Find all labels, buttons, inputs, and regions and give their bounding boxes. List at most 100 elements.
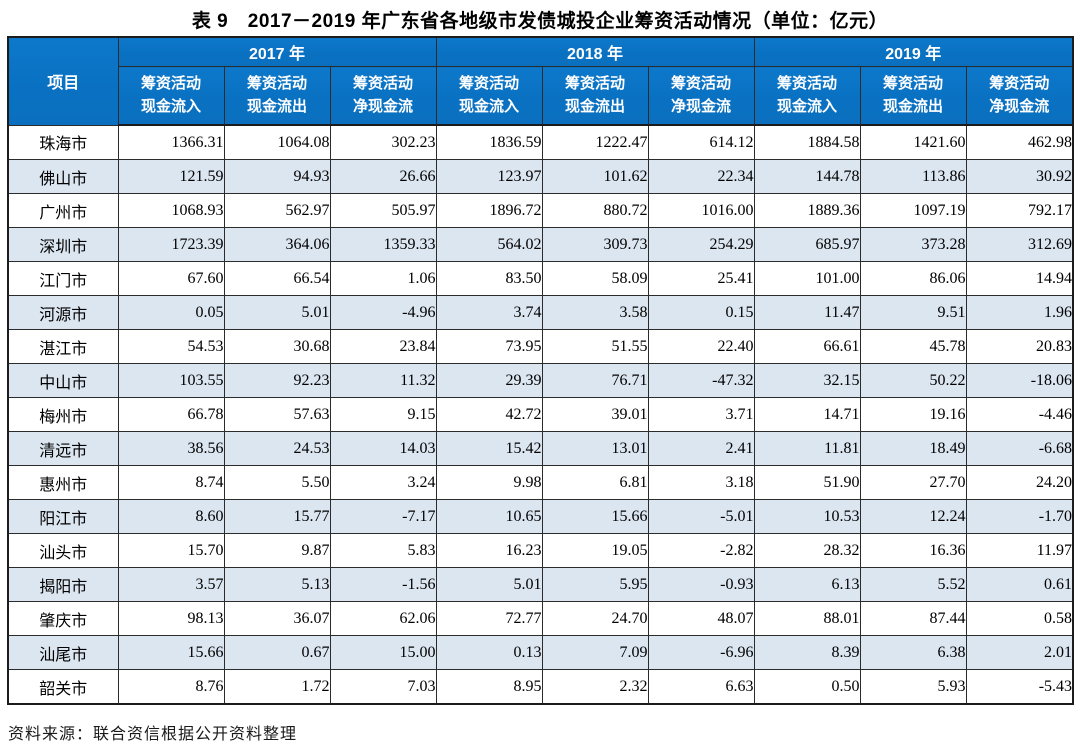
value-cell: 101.00 [753,261,861,296]
value-cell: 9.15 [329,397,437,432]
city-cell: 江门市 [7,261,119,296]
value-cell: 1889.36 [753,193,861,228]
financing-activity-table: 项目 2017 年 2018 年 2019 年 筹资活动 现金流入 筹资活动 现… [7,36,1075,705]
value-cell: 29.39 [435,363,543,398]
city-cell: 汕尾市 [7,635,119,670]
value-cell: 83.50 [435,261,543,296]
value-cell: 254.29 [647,227,755,262]
table-row: 梅州市 66.78 57.63 9.15 42.72 39.01 3.71 14… [7,397,1074,432]
value-cell: 9.87 [223,533,331,568]
value-cell: 1723.39 [117,227,225,262]
value-cell: 3.24 [329,465,437,500]
value-cell: 15.66 [117,635,225,670]
value-cell: 8.60 [117,499,225,534]
value-cell: 7.03 [329,669,437,705]
value-cell: 42.72 [435,397,543,432]
value-cell: 72.77 [435,601,543,636]
value-cell: 12.24 [859,499,967,534]
table-row: 中山市 103.55 92.23 11.32 29.39 76.71 -47.3… [7,363,1074,398]
value-cell: 3.58 [541,295,649,330]
value-cell: 22.40 [647,329,755,364]
city-cell: 深圳市 [7,227,119,262]
city-cell: 揭阳市 [7,567,119,602]
value-cell: 8.76 [117,669,225,705]
year-header-2018: 2018 年 [435,36,755,67]
table-title: 表 9 2017－2019 年广东省各地级市发债城投企业筹资活动情况（单位：亿元… [191,11,889,32]
value-cell: 15.00 [329,635,437,670]
table-row: 湛江市 54.53 30.68 23.84 73.95 51.55 22.40 … [7,329,1074,364]
value-cell: 39.01 [541,397,649,432]
city-cell: 河源市 [7,295,119,330]
city-cell: 广州市 [7,193,119,228]
value-cell: 51.55 [541,329,649,364]
value-cell: 13.01 [541,431,649,466]
value-cell: 5.52 [859,567,967,602]
value-cell: 3.57 [117,567,225,602]
value-cell: 364.06 [223,227,331,262]
value-cell: 6.81 [541,465,649,500]
value-cell: 73.95 [435,329,543,364]
value-cell: 1222.47 [541,124,649,160]
value-cell: 51.90 [753,465,861,500]
table-row: 汕尾市 15.66 0.67 15.00 0.13 7.09 -6.96 8.3… [7,635,1074,670]
value-cell: 5.93 [859,669,967,705]
value-cell: 685.97 [753,227,861,262]
value-cell: 19.16 [859,397,967,432]
value-cell: -0.93 [647,567,755,602]
city-cell: 湛江市 [7,329,119,364]
value-cell: 5.01 [223,295,331,330]
value-cell: 1884.58 [753,124,861,160]
table-row: 江门市 67.60 66.54 1.06 83.50 58.09 25.41 1… [7,261,1074,296]
value-cell: 614.12 [647,124,755,160]
table-row: 惠州市 8.74 5.50 3.24 9.98 6.81 3.18 51.90 … [7,465,1074,500]
value-cell: 24.20 [965,465,1074,500]
city-cell: 肇庆市 [7,601,119,636]
value-cell: 66.61 [753,329,861,364]
value-cell: 792.17 [965,193,1074,228]
value-cell: -2.82 [647,533,755,568]
value-cell: 45.78 [859,329,967,364]
value-cell: -4.96 [329,295,437,330]
table-row: 揭阳市 3.57 5.13 -1.56 5.01 5.95 -0.93 6.13… [7,567,1074,602]
value-cell: 0.05 [117,295,225,330]
value-cell: -6.96 [647,635,755,670]
value-cell: 10.65 [435,499,543,534]
value-cell: 1366.31 [117,124,225,160]
subheader-2019-outflow: 筹资活动 现金流出 [859,66,967,126]
value-cell: -5.01 [647,499,755,534]
value-cell: 312.69 [965,227,1074,262]
value-cell: -1.70 [965,499,1074,534]
table-body: 珠海市 1366.31 1064.08 302.23 1836.59 1222.… [7,124,1074,705]
table-row: 佛山市 121.59 94.93 26.66 123.97 101.62 22.… [7,159,1074,194]
value-cell: 1064.08 [223,124,331,160]
value-cell: 3.71 [647,397,755,432]
value-cell: 11.32 [329,363,437,398]
year-header-row: 项目 2017 年 2018 年 2019 年 [7,36,1074,126]
value-cell: 38.56 [117,431,225,466]
value-cell: 76.71 [541,363,649,398]
value-cell: -4.46 [965,397,1074,432]
value-cell: 62.06 [329,601,437,636]
value-cell: -5.43 [965,669,1074,705]
value-cell: 27.70 [859,465,967,500]
value-cell: 6.38 [859,635,967,670]
table-row: 河源市 0.05 5.01 -4.96 3.74 3.58 0.15 11.47… [7,295,1074,330]
year-header-2019: 2019 年 [753,36,1074,67]
subheader-2019-inflow: 筹资活动 现金流入 [753,66,861,126]
value-cell: 11.97 [965,533,1074,568]
value-cell: 7.09 [541,635,649,670]
value-cell: 103.55 [117,363,225,398]
value-cell: 67.60 [117,261,225,296]
city-cell: 阳江市 [7,499,119,534]
value-cell: 66.78 [117,397,225,432]
value-cell: 113.86 [859,159,967,194]
value-cell: 8.39 [753,635,861,670]
value-cell: 15.77 [223,499,331,534]
value-cell: 9.51 [859,295,967,330]
value-cell: 86.06 [859,261,967,296]
value-cell: 121.59 [117,159,225,194]
value-cell: 20.83 [965,329,1074,364]
city-cell: 佛山市 [7,159,119,194]
table-row: 汕头市 15.70 9.87 5.83 16.23 19.05 -2.82 28… [7,533,1074,568]
